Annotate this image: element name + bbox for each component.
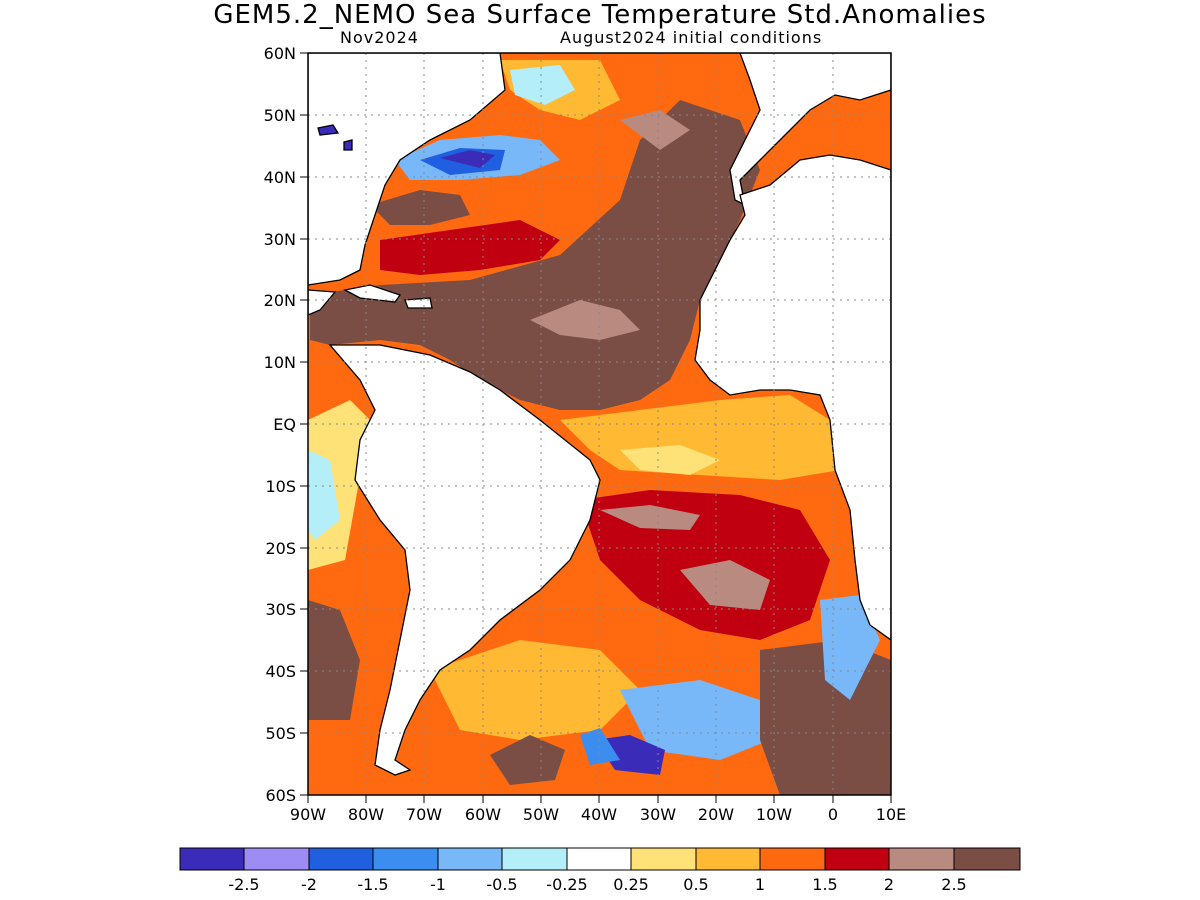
lat-label: 10N [264, 353, 296, 372]
colorbar-swatch [372, 847, 439, 871]
colorbar-swatch [243, 847, 310, 871]
south-america-land [328, 344, 601, 776]
colorbar-label: -1 [430, 875, 446, 894]
lat-label: 30S [265, 600, 296, 619]
lon-label: 30W [640, 805, 676, 824]
lat-label: EQ [273, 415, 296, 434]
colorbar-swatch [759, 847, 826, 871]
lat-label: 20S [265, 539, 296, 558]
lat-label: 40S [265, 662, 296, 681]
forecast-month: Nov2024 [340, 28, 419, 47]
great-lakes [317, 124, 340, 136]
colorbar-swatch [824, 847, 890, 871]
lat-label: 60N [264, 44, 296, 63]
colorbar-swatch [953, 847, 1021, 871]
anomaly-region-equatorial-light [620, 445, 720, 475]
north-america-land [308, 53, 506, 286]
lat-label: 40N [264, 168, 296, 187]
anomaly-region-southwest-brown [490, 735, 565, 785]
lon-label: 60W [465, 805, 501, 824]
grid-lines [308, 53, 891, 795]
lon-label: 10W [756, 805, 792, 824]
lat-label: 50S [265, 724, 296, 743]
colorbar-swatch [630, 847, 697, 871]
lat-label: 10S [265, 477, 296, 496]
colorbar-labels: -2.5 -2 -1.5 -1 -0.5 -0.25 0.25 0.5 1 1.… [228, 875, 966, 894]
colorbar-swatch [501, 847, 568, 871]
anomaly-region-south-cool-2 [580, 728, 620, 765]
lat-label: 60S [265, 786, 296, 805]
lon-label: 50W [523, 805, 559, 824]
colorbar-swatch [179, 847, 245, 871]
anomaly-region-pacific-brown [308, 600, 360, 720]
anomaly-region-pacific-cool [308, 450, 340, 540]
anomaly-region-west-atlantic [370, 190, 470, 225]
anomaly-region-tropical-north-inner [530, 300, 640, 340]
colorbar-label: 0.5 [683, 875, 708, 894]
anomaly-region-east-cool [820, 595, 880, 700]
land-masses [308, 53, 891, 776]
lon-label: 0 [828, 805, 838, 824]
lon-label: 20W [698, 805, 734, 824]
colorbar-label: -1.5 [357, 875, 388, 894]
lon-label: 70W [406, 805, 442, 824]
colorbar-swatch [888, 847, 955, 871]
lon-label: 40W [581, 805, 617, 824]
colorbar-label: -2.5 [228, 875, 259, 894]
anomaly-region-south-brown [600, 505, 700, 530]
anomaly-region-very-cool-north [440, 150, 495, 168]
anomaly-field [308, 60, 891, 795]
lon-ticks [307, 795, 892, 803]
colorbar-label: -2 [301, 875, 317, 894]
colorbar-label: -0.5 [486, 875, 517, 894]
lat-label: 50N [264, 106, 296, 125]
lon-labels: 90W 80W 70W 60W 50W 40W 30W 20W 10W 0 10… [290, 805, 906, 824]
europe-land [729, 53, 891, 207]
lon-label: 10E [876, 805, 906, 824]
anomaly-region-pale-north [510, 65, 575, 105]
anomaly-region-brown-patch [620, 110, 690, 150]
lat-labels: 60N 50N 40N 30N 20N 10N EQ 10S 20S 30S 4… [264, 44, 296, 805]
colorbar-label: 2 [884, 875, 894, 894]
colorbar-label: 0.25 [613, 875, 649, 894]
anomaly-region-tropical-north [310, 100, 760, 410]
colorbar-swatch [437, 847, 503, 871]
lon-label: 90W [290, 805, 326, 824]
anomaly-region-south-strong-cool [595, 735, 665, 775]
lat-label: 30N [264, 230, 296, 249]
colorbar-swatch [695, 847, 761, 871]
central-america-land [308, 289, 337, 316]
anomaly-region-south-light [430, 640, 640, 740]
lat-ticks [300, 52, 308, 796]
colorbar-swatch [566, 847, 632, 871]
anomaly-region-red-north [380, 220, 560, 275]
colorbar [179, 847, 1021, 871]
colorbar-swatch [308, 847, 374, 871]
great-lakes-2 [343, 139, 353, 151]
lon-label: 80W [348, 805, 384, 824]
colorbar-label: -0.25 [546, 875, 587, 894]
hispaniola-land [404, 297, 433, 309]
colorbar-label: 2.5 [941, 875, 966, 894]
anomaly-region-south-brown-2 [680, 560, 770, 610]
initial-conditions-label: August2024 initial conditions [560, 28, 823, 47]
colorbar-label: 1.5 [812, 875, 837, 894]
colorbar-label: 1 [755, 875, 765, 894]
lat-label: 20N [264, 291, 296, 310]
map-title: GEM5.2_NEMO Sea Surface Temperature Std.… [213, 0, 987, 30]
